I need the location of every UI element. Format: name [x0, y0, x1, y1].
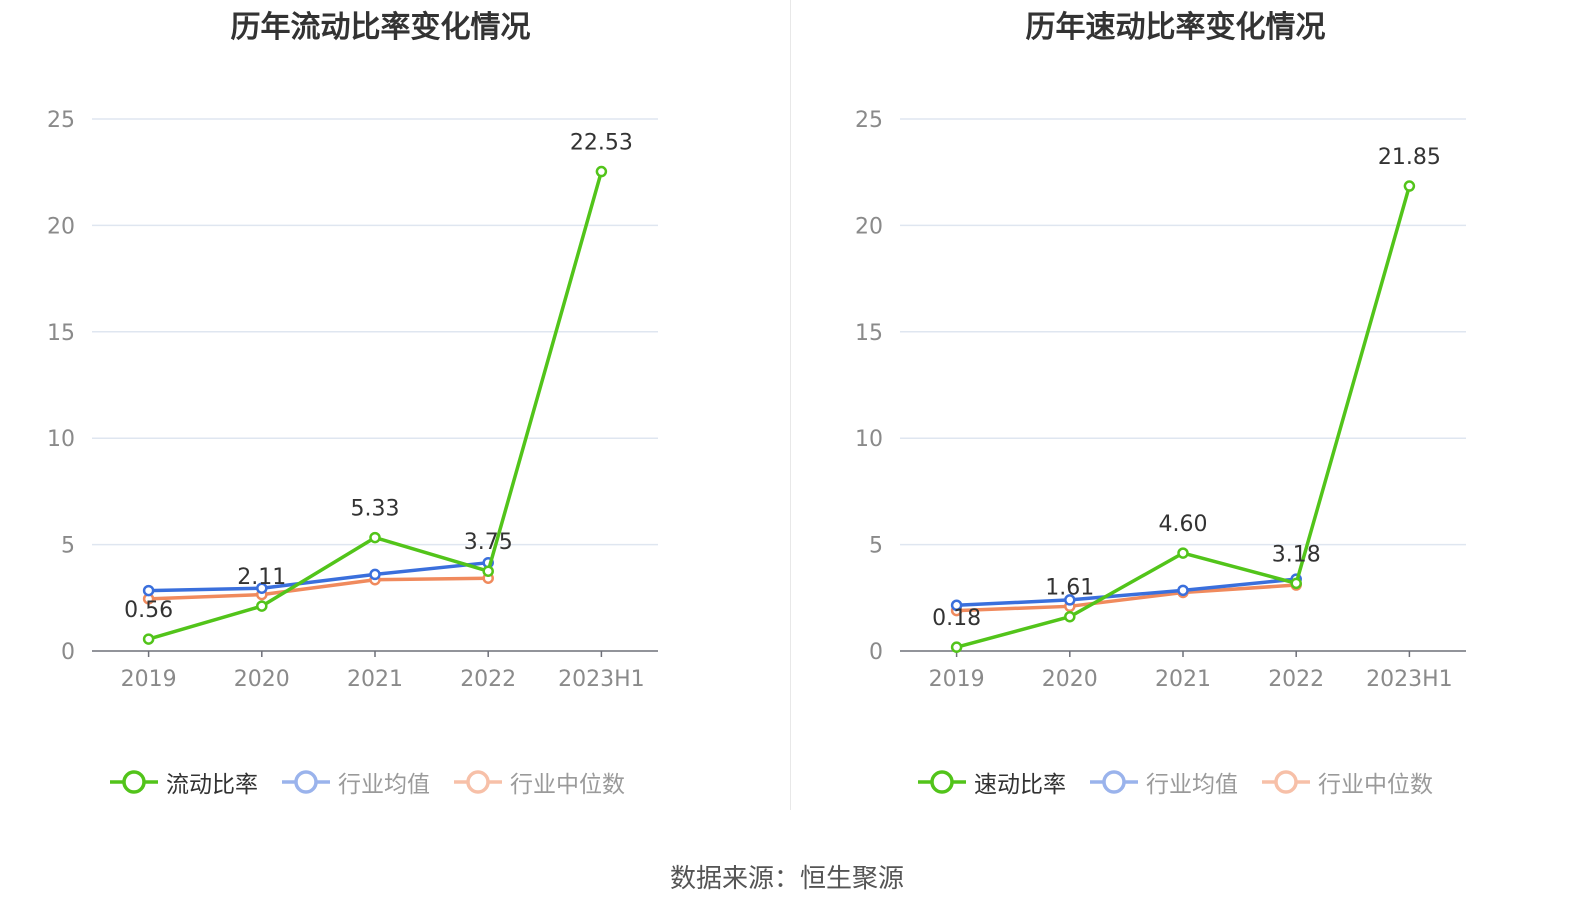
legend-line-circle-icon [282, 770, 330, 794]
legend-item[interactable]: 流动比率 [108, 765, 258, 799]
legend-item[interactable]: 行业中位数 [452, 765, 625, 799]
y-tick-label: 10 [855, 427, 883, 452]
line-chart-quick-ratio: 0 5 10 15 20 25 2019 2020 2021 2022 2023H1 0.18 1.61… [855, 108, 1466, 692]
legend-label: 行业中位数 [1318, 772, 1433, 798]
data-point[interactable] [369, 568, 381, 581]
series-line [148, 576, 489, 601]
data-label: 3.75 [464, 530, 513, 555]
y-tick-label: 10 [47, 427, 75, 452]
data-point[interactable] [482, 565, 494, 577]
x-tick-label: 2020 [1042, 667, 1098, 692]
legend-label: 速动比率 [974, 772, 1066, 798]
y-tick-label: 5 [869, 534, 883, 559]
data-label: 5.33 [351, 497, 400, 522]
x-tick-label: 2021 [347, 667, 403, 692]
data-point[interactable] [1064, 594, 1076, 606]
legend-item[interactable]: 行业中位数 [1260, 765, 1433, 799]
y-tick-label: 20 [47, 214, 75, 239]
data-point[interactable] [369, 531, 381, 544]
legend-line-circle-icon [1262, 770, 1310, 794]
data-label: 0.56 [124, 598, 173, 623]
legend-line-circle-icon [110, 770, 158, 794]
x-tick-label: 2021 [1155, 667, 1211, 692]
data-point[interactable] [142, 633, 155, 645]
data-label: 22.53 [570, 131, 633, 156]
y-tick-label: 0 [61, 640, 75, 665]
data-label: 2.11 [237, 565, 286, 590]
panel-divider [790, 0, 791, 810]
data-point[interactable] [1290, 577, 1302, 590]
x-tick-label: 2019 [929, 667, 985, 692]
data-label: 4.60 [1159, 512, 1208, 537]
x-tick-label: 2022 [460, 667, 516, 692]
data-label: 3.18 [1272, 542, 1321, 567]
x-tick-label: 2019 [121, 667, 177, 692]
legend-item[interactable]: 行业均值 [1088, 765, 1238, 799]
legend-item[interactable]: 行业均值 [280, 765, 430, 799]
legend-label: 流动比率 [166, 772, 258, 798]
series-line [956, 185, 1412, 649]
y-tick-label: 5 [61, 534, 75, 559]
data-point[interactable] [950, 641, 963, 653]
chart-panel-current-ratio: 历年流动比率变化情况 0 5 10 15 20 25 2019 2020 2021 2022 202… [0, 0, 787, 820]
data-point[interactable] [256, 600, 268, 612]
data-point[interactable] [142, 584, 155, 597]
legend-item[interactable]: 速动比率 [916, 765, 1066, 799]
x-tick-label: 2022 [1268, 667, 1324, 692]
x-tick-label: 2020 [234, 667, 290, 692]
y-tick-label: 20 [855, 214, 883, 239]
y-tick-label: 25 [47, 108, 75, 133]
chart-legend: 速动比率 行业均值 行业中位数 [916, 762, 1455, 802]
data-point[interactable] [595, 165, 608, 178]
legend-label: 行业均值 [338, 772, 430, 798]
y-tick-label: 15 [47, 321, 75, 346]
data-label: 21.85 [1378, 145, 1441, 170]
series-line [956, 577, 1297, 607]
y-tick-label: 0 [869, 640, 883, 665]
legend-label: 行业均值 [1146, 772, 1238, 798]
data-point[interactable] [256, 582, 268, 594]
y-tick-label: 25 [855, 108, 883, 133]
data-point[interactable] [1403, 180, 1416, 192]
data-point[interactable] [1177, 584, 1189, 597]
data-point[interactable] [1064, 610, 1076, 623]
series-line [148, 560, 489, 593]
x-tick-label: 2023H1 [558, 667, 645, 692]
chart-legend: 流动比率 行业均值 行业中位数 [108, 762, 647, 802]
series-line [956, 583, 1297, 613]
y-tick-label: 15 [855, 321, 883, 346]
legend-label: 行业中位数 [510, 772, 625, 798]
x-tick-label: 2023H1 [1366, 667, 1453, 692]
data-source-note: 数据来源：恒生聚源 [669, 864, 904, 894]
data-point[interactable] [1177, 547, 1189, 559]
legend-line-circle-icon [1090, 770, 1138, 794]
chart-panel-quick-ratio: 历年速动比率变化情况 0 5 10 15 20 25 2019 2020 2021 2022 202… [787, 0, 1574, 820]
chart-title: 历年流动比率变化情况 [230, 10, 531, 45]
data-point[interactable] [950, 599, 963, 611]
line-chart-current-ratio: 0 5 10 15 20 25 2019 2020 2021 2022 2023H1 0.56 2.11… [47, 108, 658, 692]
legend-line-circle-icon [454, 770, 502, 794]
chart-title: 历年速动比率变化情况 [1025, 10, 1326, 45]
data-label: 1.61 [1045, 576, 1094, 601]
legend-line-circle-icon [918, 770, 966, 794]
data-label: 0.18 [932, 606, 981, 631]
